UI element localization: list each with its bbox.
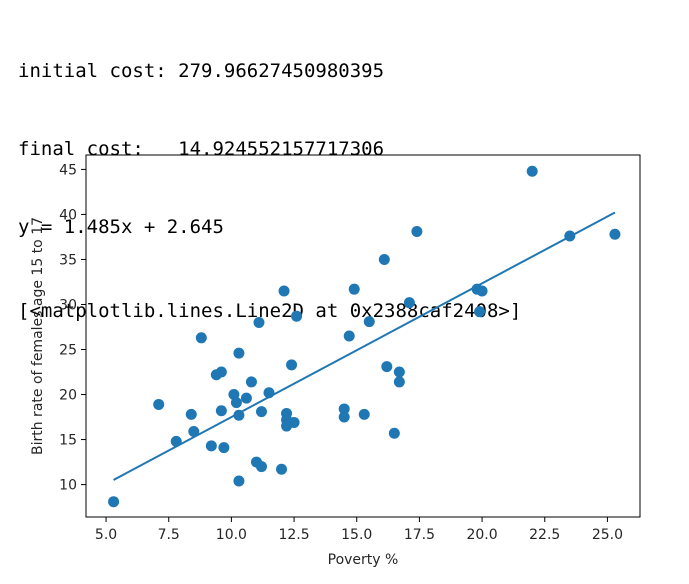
y-tick-label: 20 [59,388,77,404]
x-tick-label: 17.5 [404,527,435,543]
data-point [474,306,486,318]
data-point [338,403,350,415]
data-point [233,475,245,487]
data-point [393,366,405,378]
data-point [240,392,252,404]
data-point [343,330,355,342]
fit-line [113,211,616,481]
y-tick-label: 25 [59,343,77,359]
data-point [255,406,267,418]
data-point [263,387,275,399]
data-point [185,408,197,420]
data-point [526,165,538,177]
data-point [363,316,375,328]
data-point [388,427,400,439]
data-point [188,425,200,437]
data-point [609,228,621,240]
data-point [378,253,390,265]
data-point [218,442,230,454]
x-tick-label: 15.0 [341,527,372,543]
data-point [215,366,227,378]
initial-cost-line: initial cost: 279.96627450980395 [18,60,385,82]
data-point [286,359,298,371]
data-point [288,416,300,428]
data-point [153,398,165,410]
data-point [108,496,120,508]
x-tick-label: 10.0 [216,527,247,543]
x-tick-label: 25.0 [592,527,623,543]
equation-line: y = 1.485x + 2.645 [18,216,224,238]
data-point [291,310,303,322]
data-point [476,285,488,297]
y-tick-label: 10 [59,478,77,494]
data-point [411,226,423,238]
data-point [564,230,576,242]
x-tick-label: 22.5 [529,527,560,543]
data-point [403,297,415,309]
data-point [170,435,182,447]
data-point [230,397,242,409]
data-point [358,408,370,420]
y-axis-label: Birth rate of females age 15 to 17 [30,217,46,455]
data-point [245,376,257,388]
x-tick-label: 20.0 [466,527,497,543]
data-point [338,411,350,423]
data-point [278,285,290,297]
data-point [233,409,245,421]
x-tick-label: 12.5 [278,527,309,543]
data-point [215,405,227,417]
data-point [205,440,217,452]
data-point [276,463,288,475]
data-point [195,332,207,344]
y-tick-label: 30 [59,297,77,313]
data-point [381,361,393,373]
line2d-repr: [<matplotlib.lines.Line2D at 0x2388caf24… [18,300,522,322]
y-tick-label: 45 [59,162,77,178]
data-point [393,376,405,388]
y-tick-label: 35 [59,252,77,268]
notebook-output: initial cost: 279.96627450980395 final c… [18,6,521,350]
data-point [233,347,245,359]
x-axis-label: Poverty % [328,552,399,568]
data-point [253,316,265,328]
data-point [348,283,360,295]
x-tick-label: 5.0 [95,527,117,543]
x-tick-label: 7.5 [158,527,180,543]
axes-frame [85,154,641,518]
y-tick-label: 15 [59,433,77,449]
data-point [255,461,267,473]
y-tick-label: 40 [59,207,77,223]
